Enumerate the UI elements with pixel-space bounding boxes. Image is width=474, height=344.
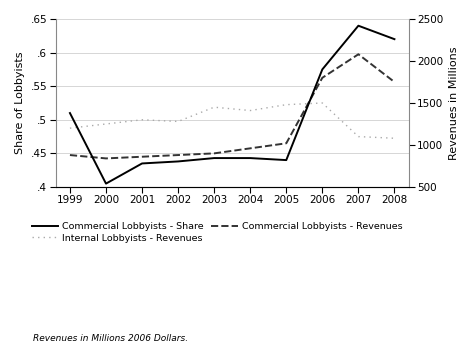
Legend: Commercial Lobbyists - Share, Internal Lobbyists - Revenues, Commercial Lobbyist: Commercial Lobbyists - Share, Internal L…	[32, 222, 402, 243]
Text: Revenues in Millions 2006 Dollars.: Revenues in Millions 2006 Dollars.	[33, 334, 188, 343]
Y-axis label: Share of Lobbyists: Share of Lobbyists	[15, 52, 25, 154]
Y-axis label: Revenues in Millions: Revenues in Millions	[449, 46, 459, 160]
